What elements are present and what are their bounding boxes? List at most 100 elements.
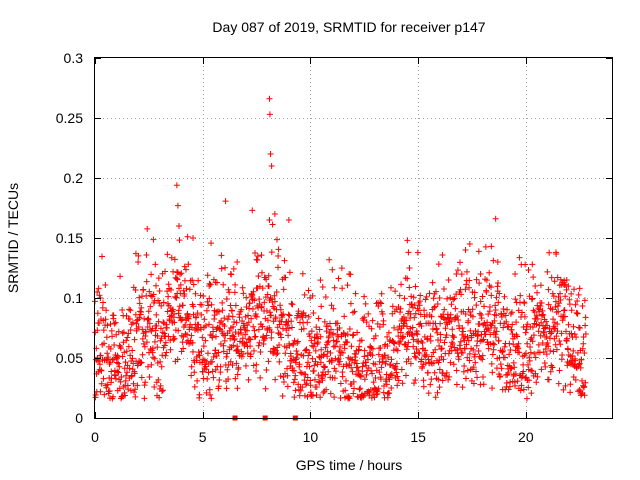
data-point: [279, 314, 286, 321]
data-point: [229, 307, 236, 314]
data-point: [424, 369, 431, 376]
data-point: [555, 293, 562, 300]
data-point: [275, 246, 282, 253]
data-point: [181, 277, 188, 284]
data-point: [238, 353, 245, 360]
x-tick-label: 10: [303, 429, 319, 445]
data-point: [348, 364, 355, 371]
data-point: [572, 357, 579, 364]
data-point: [337, 380, 344, 387]
data-point: [252, 249, 259, 256]
data-point: [209, 368, 216, 375]
data-point: [360, 394, 367, 401]
data-point: [339, 285, 346, 292]
data-point: [549, 364, 556, 371]
data-point: [385, 329, 392, 336]
data-point: [246, 335, 253, 342]
data-point: [315, 339, 322, 346]
data-point: [216, 377, 223, 384]
data-point: [377, 376, 384, 383]
data-point: [160, 319, 167, 326]
data-point: [409, 324, 416, 331]
data-point: [481, 303, 488, 310]
data-point: [262, 385, 269, 392]
data-point: [240, 350, 247, 357]
data-point: [129, 355, 136, 362]
data-point: [407, 360, 414, 367]
data-point: [243, 294, 250, 301]
data-point: [429, 326, 436, 333]
data-point: [447, 311, 454, 318]
data-point: [384, 342, 391, 349]
data-point: [410, 380, 417, 387]
data-point: [138, 374, 145, 381]
data-point: [282, 350, 289, 357]
data-point: [408, 301, 415, 308]
data-point: [461, 345, 468, 352]
data-point: [165, 293, 172, 300]
data-point: [398, 281, 405, 288]
data-point: [316, 379, 323, 386]
data-point: [131, 336, 138, 343]
data-point: [466, 241, 473, 247]
data-point: [123, 337, 130, 344]
data-point: [156, 288, 163, 295]
data-point: [563, 277, 570, 283]
data-point: [172, 293, 179, 300]
data-point: [328, 302, 335, 309]
data-point: [114, 368, 121, 375]
data-point: [490, 257, 497, 264]
data-point: [565, 346, 572, 353]
data-point: [207, 391, 214, 398]
data-point: [104, 322, 111, 329]
data-point: [557, 290, 564, 297]
data-point: [461, 362, 468, 369]
data-point: [288, 318, 295, 325]
data-point: [131, 389, 138, 396]
data-point: [572, 376, 579, 383]
data-point: [448, 318, 455, 325]
data-point: [448, 301, 455, 308]
data-point: [562, 281, 569, 288]
data-point: [543, 351, 550, 358]
data-point: [257, 349, 264, 356]
data-point: [234, 371, 241, 378]
data-point: [533, 312, 540, 319]
data-point: [437, 337, 444, 344]
data-point: [328, 326, 335, 333]
data-point: [349, 309, 356, 316]
chart-title: Day 087 of 2019, SRMTID for receiver p14…: [212, 19, 485, 35]
data-point: [195, 321, 202, 328]
data-point: [133, 320, 140, 327]
data-point: [518, 382, 525, 389]
data-point: [155, 297, 162, 304]
data-point: [336, 358, 343, 365]
data-point: [361, 314, 368, 321]
data-point: [201, 316, 208, 323]
data-point: [114, 352, 121, 359]
data-point: [278, 334, 285, 341]
data-point: [285, 325, 292, 332]
data-point: [229, 332, 236, 339]
data-point: [396, 292, 403, 299]
data-point: [417, 292, 424, 299]
data-point: [226, 327, 233, 334]
data-point: [212, 333, 219, 340]
data-point: [544, 322, 551, 329]
data-point: [568, 290, 575, 297]
data-point: [573, 309, 580, 316]
data-point: [272, 314, 279, 321]
data-point: [128, 373, 135, 380]
data-point: [286, 269, 293, 276]
data-point: [261, 335, 268, 342]
data-point: [368, 325, 375, 332]
data-point: [580, 340, 587, 347]
data-point: [242, 362, 249, 369]
data-point: [546, 335, 553, 342]
data-point: [179, 302, 186, 309]
data-point: [339, 373, 346, 380]
data-point: [309, 292, 316, 299]
data-point: [521, 313, 528, 320]
data-point: [334, 320, 341, 327]
data-point: [232, 281, 239, 288]
